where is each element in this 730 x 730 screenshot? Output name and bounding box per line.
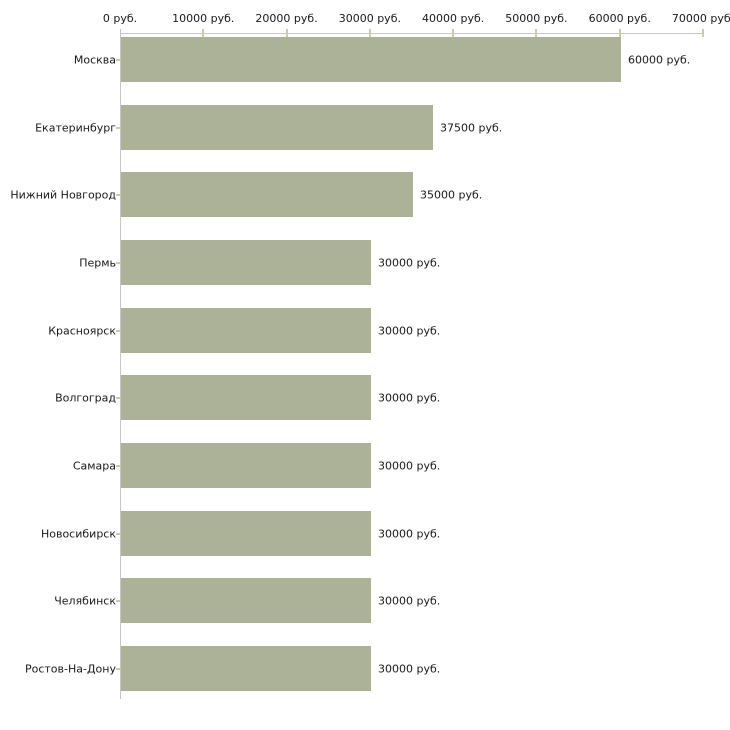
x-axis-tick-label: 30000 руб.	[338, 12, 401, 25]
bar	[121, 308, 371, 353]
category-label: Ростов-На-Дону	[24, 662, 116, 675]
x-axis-tick-mark	[285, 29, 288, 37]
x-axis-tick-label: 10000 руб.	[172, 12, 235, 25]
value-label: 30000 руб.	[378, 324, 441, 337]
y-axis-tick-mark	[116, 126, 120, 129]
category-label: Нижний Новгород	[10, 188, 116, 201]
bar	[121, 578, 371, 623]
bar	[121, 240, 371, 285]
bar	[121, 511, 371, 556]
y-axis-tick-mark	[116, 193, 120, 196]
x-axis-tick-label: 60000 руб.	[588, 12, 651, 25]
category-label: Екатеринбург	[35, 121, 116, 134]
value-label: 30000 руб.	[378, 459, 441, 472]
category-label: Москва	[73, 53, 116, 66]
x-axis-tick-mark	[618, 29, 621, 37]
value-label: 30000 руб.	[378, 527, 441, 540]
category-label: Челябинск	[54, 594, 116, 607]
bar	[121, 646, 371, 691]
bar	[121, 375, 371, 420]
bar	[121, 105, 433, 150]
category-label: Волгоград	[55, 391, 116, 404]
x-axis-tick-label: 40000 руб.	[422, 12, 485, 25]
category-label: Новосибирск	[40, 527, 116, 540]
category-label: Пермь	[79, 256, 116, 269]
value-label: 30000 руб.	[378, 662, 441, 675]
x-axis-tick-mark	[452, 29, 455, 37]
y-axis-tick-mark	[116, 599, 120, 602]
value-label: 30000 руб.	[378, 256, 441, 269]
y-axis-line	[120, 29, 121, 699]
x-axis-tick-mark	[368, 29, 371, 37]
category-label: Самара	[72, 459, 116, 472]
y-axis-tick-mark	[116, 532, 120, 535]
y-axis-tick-mark	[116, 58, 120, 61]
bar	[121, 172, 413, 217]
bar	[121, 37, 621, 82]
x-axis-tick-mark	[702, 29, 704, 37]
x-axis-line	[120, 33, 703, 34]
x-axis-tick-label: 20000 руб.	[255, 12, 318, 25]
y-axis-tick-mark	[116, 464, 120, 467]
x-axis-tick-mark	[535, 29, 538, 37]
y-axis-tick-mark	[116, 261, 120, 264]
x-axis-tick-label: 70000 руб.	[671, 12, 730, 25]
value-label: 37500 руб.	[440, 121, 503, 134]
x-axis-tick-label: 50000 руб.	[505, 12, 568, 25]
value-label: 60000 руб.	[628, 53, 691, 66]
y-axis-tick-mark	[116, 329, 120, 332]
x-axis-tick-label: 0 руб.	[102, 12, 138, 25]
bar	[121, 443, 371, 488]
y-axis-tick-mark	[116, 667, 120, 670]
category-label: Красноярск	[48, 324, 116, 337]
value-label: 30000 руб.	[378, 391, 441, 404]
x-axis-tick-mark	[202, 29, 205, 37]
value-label: 30000 руб.	[378, 594, 441, 607]
value-label: 35000 руб.	[420, 188, 483, 201]
y-axis-tick-mark	[116, 396, 120, 399]
